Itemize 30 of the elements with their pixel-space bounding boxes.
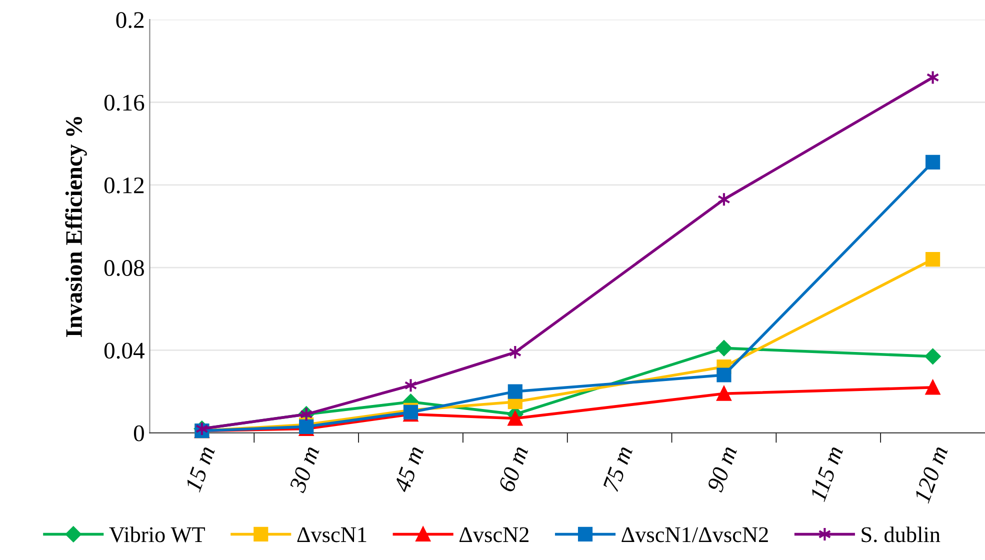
- point: [716, 386, 732, 401]
- y-axis-title: Invasion Efficiency %: [65, 116, 87, 337]
- y-tick-label: 0.08: [104, 260, 144, 276]
- legend-label: ΔvscN1/ΔvscN2: [622, 527, 768, 542]
- y-tick-label: 0: [134, 425, 144, 442]
- x-tick-label: 15 m: [184, 445, 216, 493]
- point: [404, 378, 418, 393]
- point: [924, 348, 941, 364]
- legend-label: Vibrio WT: [109, 526, 205, 542]
- point: [926, 154, 940, 170]
- x-tick-label: 115 m: [810, 445, 844, 502]
- y-tick-label: 0.2: [116, 12, 144, 28]
- x-tick-label: 60 m: [498, 445, 528, 493]
- legend-label: ΔvscN1: [297, 527, 366, 542]
- point: [716, 368, 732, 382]
- x-tick-label: 90 m: [706, 445, 738, 493]
- x-tick-label: 30 m: [288, 445, 320, 494]
- point: [926, 252, 940, 267]
- x-tick-label: 75 m: [602, 445, 633, 492]
- x-tick-label: 120 m: [914, 445, 948, 504]
- y-tick-label: 0.04: [104, 342, 144, 359]
- point: [926, 380, 940, 395]
- point: [508, 411, 522, 426]
- point: [716, 340, 732, 356]
- x-tick-label: 45 m: [394, 445, 424, 494]
- y-tick-label: 0.12: [104, 177, 144, 194]
- legend-label: S. dublin: [862, 526, 940, 542]
- legend-label: ΔvscN2: [459, 527, 528, 542]
- point: [508, 384, 522, 399]
- y-tick-label: 0.16: [104, 94, 144, 111]
